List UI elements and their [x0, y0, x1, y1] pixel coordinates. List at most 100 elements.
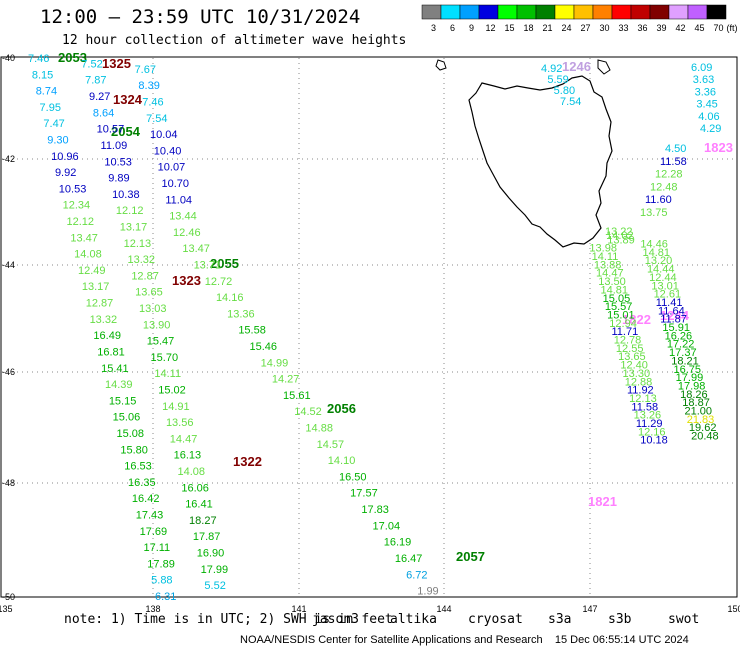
wave-height-label: 16.53 — [124, 461, 152, 473]
wave-height-label: 4.06 — [698, 111, 719, 123]
wave-height-label: 14.52 — [294, 406, 322, 418]
wave-height-label: 10.07 — [158, 162, 186, 174]
legend-tick: 3 — [431, 23, 436, 33]
wave-height-label: 15.61 — [283, 390, 311, 402]
wave-height-label: 13.88 — [594, 259, 622, 271]
sat-s3b: s3b — [608, 612, 632, 627]
wave-height-label: 8.74 — [36, 86, 57, 98]
wave-height-label: 12.49 — [78, 265, 106, 277]
wave-height-label: 9.27 — [89, 91, 110, 103]
wave-height-label: 13.36 — [227, 308, 255, 320]
wave-height-label: 15.05 — [603, 293, 631, 305]
pass-number: 1823 — [704, 140, 733, 155]
wave-height-label: 7.52 — [81, 58, 102, 70]
wave-height-label: 17.89 — [147, 558, 175, 570]
wave-height-label: 10.18 — [640, 435, 668, 447]
lon-label: 144 — [436, 604, 451, 614]
wave-height-label: 18.27 — [189, 515, 217, 527]
wave-height-label: 15.15 — [109, 395, 137, 407]
wave-height-label: 12.40 — [620, 360, 648, 372]
legend-swatch — [516, 4, 537, 20]
wave-height-label: 14.11 — [592, 251, 619, 263]
wave-height-label: 4.92 — [541, 63, 562, 75]
wave-height-label: 15.41 — [101, 363, 129, 375]
legend-swatch — [554, 4, 575, 20]
lat-label: -46 — [2, 367, 15, 377]
legend-tick: 9 — [469, 23, 474, 33]
wave-height-label: 13.17 — [82, 281, 110, 293]
wave-height-label: 4.50 — [665, 143, 686, 155]
wave-height-label: 13.90 — [143, 319, 171, 331]
wave-height-label: 15.80 — [120, 444, 148, 456]
wave-height-label: 13.65 — [618, 351, 646, 363]
wave-height-label: 14.10 — [328, 455, 356, 467]
wave-height-label: 12.44 — [649, 272, 677, 284]
wave-height-label: 14.81 — [643, 247, 671, 259]
legend-tick: 39 — [656, 23, 666, 33]
wave-height-label: 17.43 — [136, 509, 164, 521]
sat-swot: swot — [668, 612, 700, 627]
wave-height-label: 11.87 — [660, 314, 687, 326]
wave-height-label: 14.08 — [177, 466, 205, 478]
wave-height-label: 13.47 — [70, 232, 98, 244]
pass-number: 1324 — [113, 92, 143, 107]
legend-tick: 70 — [713, 23, 723, 33]
wave-height-label: 12.87 — [86, 298, 114, 310]
wave-height-label: 14.02 — [606, 230, 634, 242]
map-title: 12:00 — 23:59 UTC 10/31/2024 — [40, 6, 361, 28]
wave-height-label: 16.26 — [665, 330, 693, 342]
wave-height-label: 3.45 — [696, 99, 717, 111]
wave-height-label: 5.80 — [554, 85, 575, 97]
legend-swatch — [687, 4, 708, 20]
flinders-island — [597, 59, 611, 75]
wave-height-label: 10.53 — [59, 183, 87, 195]
legend-tick: (ft) — [727, 23, 738, 33]
legend-swatch — [668, 4, 689, 20]
legend-tick: 42 — [675, 23, 685, 33]
wave-height-label: 13.32 — [127, 254, 155, 266]
wave-height-label: 16.75 — [673, 364, 701, 376]
wave-height-label: 13.32 — [90, 314, 118, 326]
lon-label: 141 — [291, 604, 306, 614]
wave-height-label: 7.95 — [40, 102, 61, 114]
lon-label: 150 — [727, 604, 740, 614]
wave-height-label: 12.61 — [654, 289, 682, 301]
pass-number: 2054 — [111, 124, 141, 139]
wave-height-label: 13.65 — [135, 287, 163, 299]
wave-height-label: 21.83 — [687, 414, 715, 426]
wave-height-label: 12.72 — [205, 276, 233, 288]
pass-number: 1325 — [102, 56, 131, 71]
credit-line: NOAA/NESDIS Center for Satellite Applica… — [240, 634, 689, 646]
wave-height-label: 10.53 — [104, 156, 132, 168]
wave-height-label: 8.15 — [32, 69, 53, 81]
wave-height-label: 18.87 — [682, 397, 710, 409]
wave-height-label: 12.12 — [116, 205, 144, 217]
pass-number: 1821 — [588, 494, 617, 509]
lat-label: -50 — [2, 592, 15, 602]
wave-height-label: 7.46 — [142, 96, 163, 108]
pass-number: 2056 — [327, 401, 356, 416]
wave-height-label: 13.98 — [589, 243, 617, 255]
pass-number: 1323 — [172, 273, 201, 288]
lat-label: -40 — [2, 53, 15, 63]
legend-swatch — [706, 4, 727, 20]
wave-height-label: 14.11 — [154, 368, 181, 380]
map-frame — [0, 56, 738, 598]
wave-height-label: 14.81 — [600, 284, 628, 296]
color-legend: 3 6 9 12 15 18 21 24 27 30 33 36 39 42 45 70 (ft) — [421, 4, 738, 33]
wave-height-label: 15.06 — [113, 412, 141, 424]
wave-height-label: 13.03 — [139, 303, 167, 315]
wave-height-label: 11.92 — [627, 385, 654, 397]
legend-swatch — [478, 4, 499, 20]
wave-height-label: 17.57 — [350, 488, 378, 500]
legend-tick: 15 — [504, 23, 514, 33]
wave-height-label: 12.78 — [614, 335, 642, 347]
wave-height-label: 14.47 — [170, 433, 198, 445]
legend-tick: 24 — [561, 23, 571, 33]
lat-label: -42 — [2, 154, 15, 164]
wave-height-label: 13.56 — [166, 417, 194, 429]
legend-tick: 21 — [542, 23, 552, 33]
wave-height-label: 17.98 — [678, 380, 706, 392]
